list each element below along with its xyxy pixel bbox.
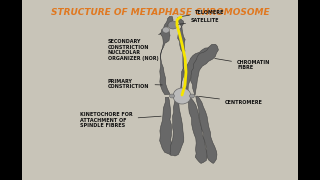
Polygon shape — [160, 97, 173, 155]
Text: PRIMARY
CONSTRICTION: PRIMARY CONSTRICTION — [108, 79, 162, 89]
Polygon shape — [187, 96, 208, 163]
Text: TELOMERE: TELOMERE — [181, 10, 224, 17]
Polygon shape — [190, 44, 219, 95]
Text: CHROMATIN
FIBRE: CHROMATIN FIBRE — [215, 58, 270, 70]
Polygon shape — [184, 48, 211, 94]
Ellipse shape — [173, 88, 191, 104]
Text: SECONDARY
CONSTRICTION
NUCLEOLAR
ORGANIZER (NOR): SECONDARY CONSTRICTION NUCLEOLAR ORGANIZ… — [108, 33, 161, 61]
Text: CENTROMERE: CENTROMERE — [199, 96, 263, 105]
Ellipse shape — [163, 27, 170, 33]
Polygon shape — [160, 17, 173, 95]
Polygon shape — [170, 97, 184, 156]
Text: SATELLITE: SATELLITE — [176, 19, 220, 25]
Text: KINETOCHORE FOR
ATTACHMENT OF
SPINDLE FIBRES: KINETOCHORE FOR ATTACHMENT OF SPINDLE FI… — [80, 112, 161, 128]
Ellipse shape — [168, 21, 178, 29]
Text: STRUCTURE OF METAPHASE CHROMOSOME: STRUCTURE OF METAPHASE CHROMOSOME — [51, 8, 269, 17]
Ellipse shape — [189, 94, 195, 98]
Ellipse shape — [170, 94, 174, 98]
Polygon shape — [177, 17, 185, 95]
Polygon shape — [196, 96, 217, 163]
